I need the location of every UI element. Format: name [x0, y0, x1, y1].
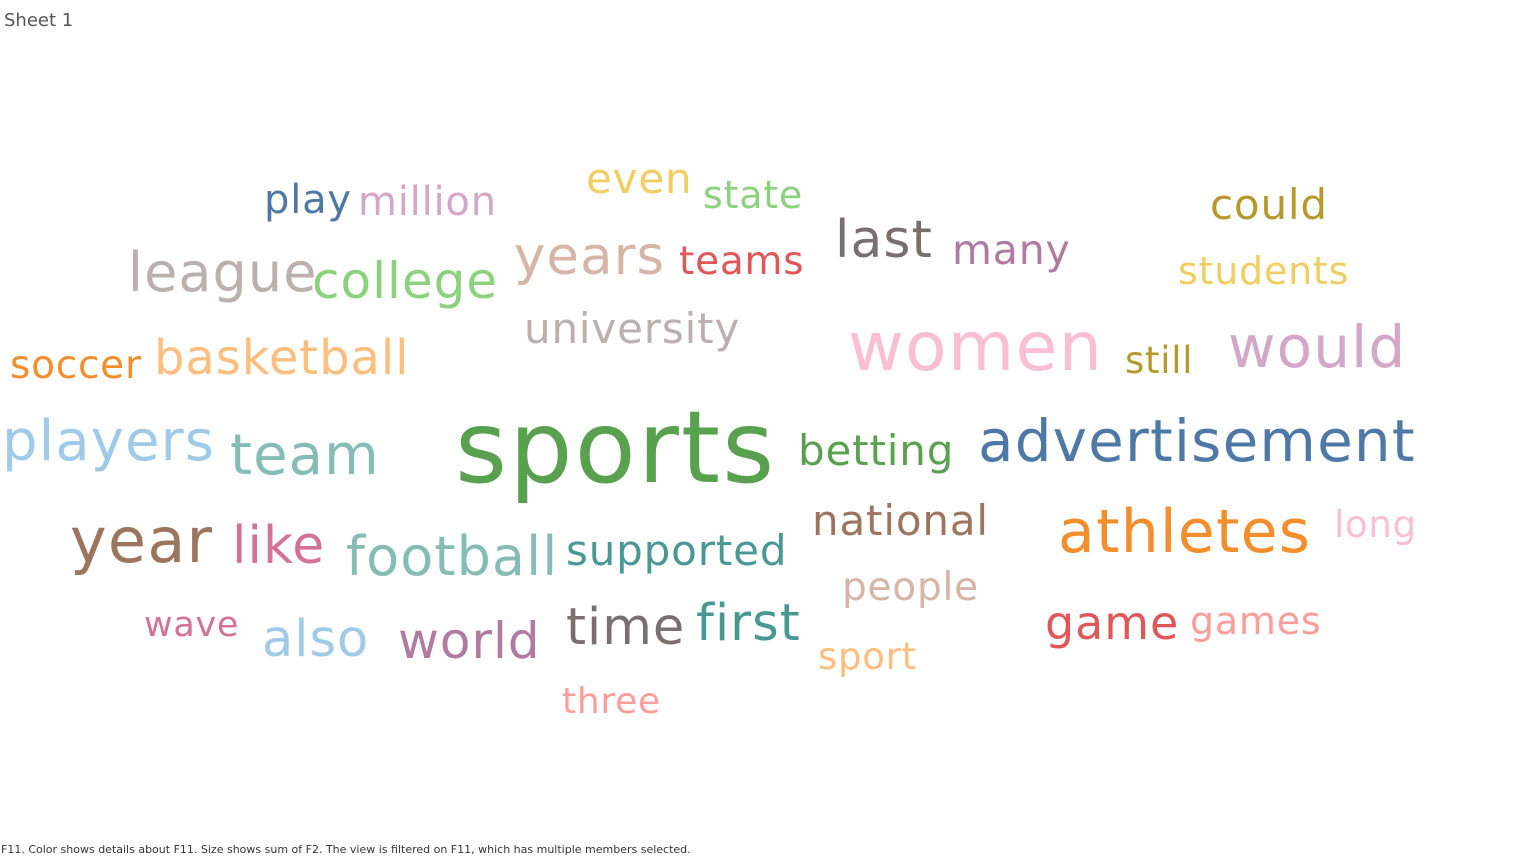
- sheet-title: Sheet 1: [4, 10, 74, 31]
- word-supported: supported: [566, 526, 788, 575]
- word-million: million: [358, 179, 497, 225]
- word-national: national: [812, 496, 989, 545]
- word-play: play: [264, 177, 352, 223]
- word-sport: sport: [818, 635, 917, 678]
- word-betting: betting: [798, 426, 955, 475]
- word-students: students: [1178, 249, 1350, 293]
- word-teams: teams: [679, 239, 805, 284]
- word-athletes: athletes: [1058, 497, 1312, 567]
- word-players: players: [2, 409, 216, 474]
- word-even: even: [586, 154, 693, 203]
- word-state: state: [703, 173, 804, 217]
- word-people: people: [842, 565, 979, 610]
- word-team: team: [230, 423, 380, 488]
- word-league: league: [128, 241, 318, 304]
- word-many: many: [952, 226, 1071, 274]
- word-time: time: [566, 598, 686, 657]
- word-first: first: [696, 594, 801, 653]
- word-also: also: [262, 610, 370, 669]
- word-games: games: [1190, 599, 1322, 643]
- word-last: last: [835, 210, 933, 270]
- word-like: like: [232, 516, 326, 576]
- word-world: world: [398, 612, 541, 670]
- word-university: university: [524, 304, 741, 353]
- word-year: year: [70, 504, 214, 577]
- word-sports: sports: [455, 389, 777, 506]
- word-could: could: [1210, 180, 1328, 229]
- word-three: three: [562, 681, 661, 722]
- word-football: football: [346, 525, 559, 588]
- word-would: would: [1228, 313, 1407, 381]
- word-college: college: [312, 252, 499, 310]
- word-long: long: [1334, 503, 1417, 546]
- caption: F11. Color shows details about F11. Size…: [1, 843, 691, 856]
- word-game: game: [1045, 596, 1180, 650]
- word-basketball: basketball: [154, 330, 410, 386]
- word-advertisement: advertisement: [978, 407, 1416, 475]
- word-still: still: [1125, 339, 1194, 382]
- word-women: women: [848, 308, 1104, 387]
- word-wave: wave: [144, 605, 240, 645]
- word-soccer: soccer: [10, 343, 142, 388]
- word-years: years: [514, 226, 666, 287]
